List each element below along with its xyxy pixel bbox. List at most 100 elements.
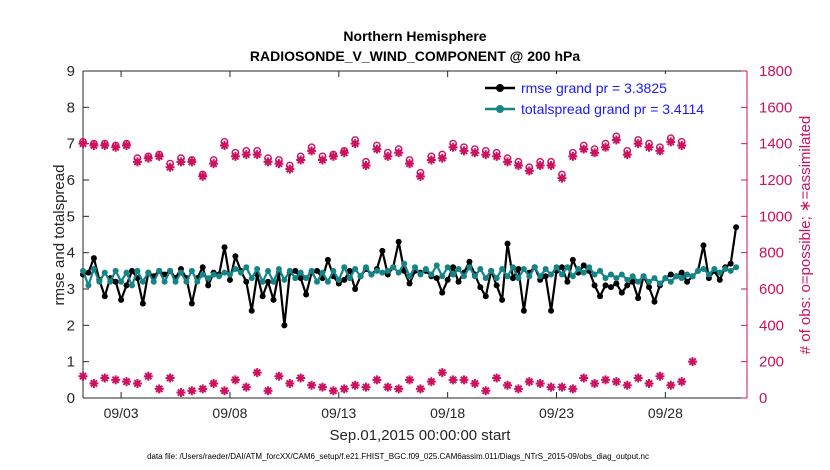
x-tick-label: 09/23 [539,405,574,421]
rmse-point [112,278,119,285]
obs-assimilated-point [405,159,415,169]
totalspread-point [395,269,402,276]
totalspread-point [515,275,522,282]
obs-assimilated-point [448,142,458,152]
rmse-point [678,269,685,276]
totalspread-point [205,275,212,282]
legend: rmse grand pr = 3.3825 totalspread grand… [470,74,738,122]
obs-assimilated-point [524,166,534,176]
totalspread-point [330,267,337,274]
rmse-point [450,264,457,271]
totalspread-point [520,266,527,273]
rmse-point [466,258,473,265]
totalspread-point [499,266,506,273]
obs-assimilated-point [546,160,556,170]
rmse-point [433,275,440,282]
totalspread-point [684,271,691,278]
totalspread-point [265,267,272,274]
totalspread-point [597,267,604,274]
obs-assimilated-low-point [415,384,425,394]
rmse-point [439,289,446,296]
obs-assimilated-point [317,155,327,165]
rmse-point [226,276,233,283]
obs-assimilated-low-point [154,384,164,394]
totalspread-point [183,278,190,285]
obs-assimilated-low-point [122,377,132,387]
rmse-point [700,242,707,249]
totalspread-point [433,262,440,269]
legend-label-rmse: rmse grand pr = 3.3825 [521,80,667,96]
rmse-point [118,296,125,303]
obs-assimilated-point [361,160,371,170]
totalspread-point [390,264,397,271]
y-tick-label-left: 7 [67,136,75,153]
obs-assimilated-low-point [132,378,142,388]
totalspread-point [379,269,386,276]
obs-assimilated-point [187,157,197,167]
obs-assimilated-point [78,139,88,149]
obs-assimilated-point [503,157,513,167]
obs-assimilated-low-point [176,388,186,398]
totalspread-point [107,278,114,285]
obs-assimilated-low-point [285,378,295,388]
totalspread-point [509,264,516,271]
y-tick-label-left: 3 [67,281,75,298]
obs-assimilated-low-point [666,380,676,390]
totalspread-point [216,273,223,280]
y-tick-label-left: 5 [67,208,75,225]
totalspread-point [314,278,321,285]
rmse-point [482,293,489,300]
totalspread-point [586,264,593,271]
y-tick-label-right: 1800 [759,63,792,80]
totalspread-point [422,266,429,273]
y-axis-label-right: # of obs: o=possible; ∗=assimilated [797,116,814,355]
totalspread-point [569,273,576,280]
obs-assimilated-point [415,171,425,181]
obs-assimilated-point [198,171,208,181]
obs-assimilated-point [220,140,230,150]
totalspread-point [161,278,168,285]
rmse-point [199,264,206,271]
rmse-point [85,269,92,276]
y-tick-label-left: 2 [67,317,75,334]
rmse-point [352,286,359,292]
obs-assimilated-point [568,151,578,161]
obs-assimilated-point [470,148,480,158]
obs-assimilated-point [600,142,610,152]
rmse-point [281,322,288,329]
rmse-point [101,293,108,300]
totalspread-point [96,278,103,285]
obs-assimilated-point [426,155,436,165]
totalspread-point [85,282,92,289]
totalspread-point [618,271,625,278]
rmse-point [477,284,484,291]
y-tick-label-right: 200 [759,354,784,371]
obs-assimilated-low-point [317,382,327,392]
totalspread-point [705,271,712,278]
totalspread-point [406,273,413,280]
obs-assimilated-low-point [633,373,643,383]
obs-assimilated-point [241,150,251,160]
totalspread-point [145,269,152,276]
totalspread-point [297,269,304,276]
obs-assimilated-point [622,150,632,160]
x-tick-label: 09/18 [430,405,465,421]
y-tick-label-left: 6 [67,172,75,189]
obs-assimilated-low-point [111,375,121,385]
totalspread-point [722,266,729,273]
obs-assimilated-low-point [100,373,110,383]
obs-assimilated-low-point [535,378,545,388]
rmse-point [607,284,614,291]
totalspread-point [156,267,163,274]
rmse-point [564,278,571,285]
obs-assimilated-point [437,153,447,163]
rmse-point [243,278,250,285]
obs-assimilated-low-point [165,373,175,383]
obs-assimilated-low-point [274,371,284,381]
obs-assimilated-low-point [143,371,153,381]
obs-assimilated-point [111,142,121,152]
obs-assimilated-point [274,159,284,169]
rmse-point [444,276,451,283]
totalspread-point [188,267,195,274]
